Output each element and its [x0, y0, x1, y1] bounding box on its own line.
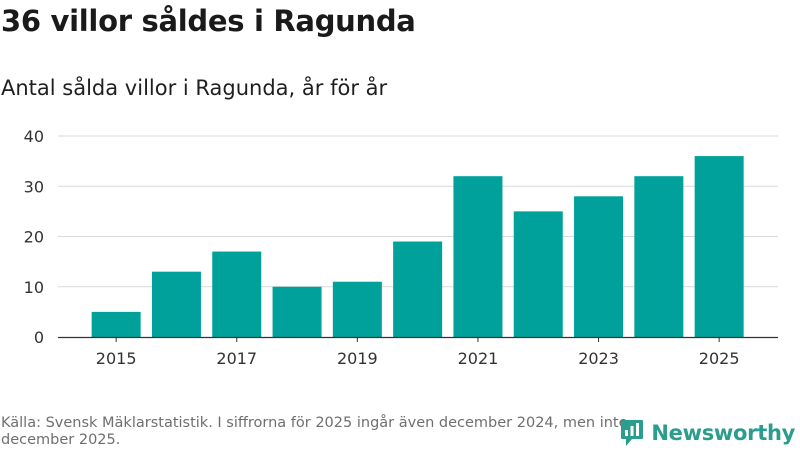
x-tick-label: 2017 — [216, 349, 257, 368]
bar-2017 — [212, 251, 262, 337]
y-tick-label: 30 — [24, 177, 44, 196]
bar-2015 — [91, 311, 141, 337]
bar-2022 — [513, 211, 563, 337]
bar-2025 — [694, 156, 744, 337]
chart-subtitle: Antal sålda villor i Ragunda, år för år — [1, 76, 388, 100]
bar-2018 — [272, 286, 322, 337]
x-tick-label: 2015 — [96, 349, 137, 368]
brand-name: Newsworthy — [651, 421, 795, 445]
bar-chart: 0 10 20 30 40 2015 2017 2019 2021 2023 2025 — [24, 127, 778, 368]
y-tick-label: 0 — [34, 328, 44, 347]
bar-2024 — [634, 176, 684, 337]
source-note: Källa: Svensk Mäklarstatistik. I siffror… — [1, 415, 628, 448]
chart-title: 36 villor såldes i Ragunda — [1, 4, 416, 38]
bar-2023 — [574, 196, 624, 337]
newsworthy-logo-icon — [621, 420, 644, 446]
x-tick-label: 2023 — [578, 349, 619, 368]
bar-2016 — [151, 271, 201, 337]
bar-2020 — [393, 241, 443, 337]
y-tick-label: 10 — [24, 278, 44, 297]
x-tick-label: 2019 — [337, 349, 378, 368]
brand-logo: Newsworthy — [620, 418, 795, 448]
y-tick-label: 20 — [24, 228, 44, 247]
y-tick-label: 40 — [24, 127, 44, 146]
x-tick-label: 2021 — [458, 349, 499, 368]
bar-2021 — [453, 176, 503, 337]
x-tick-label: 2025 — [699, 349, 740, 368]
bar-2019 — [332, 281, 382, 337]
